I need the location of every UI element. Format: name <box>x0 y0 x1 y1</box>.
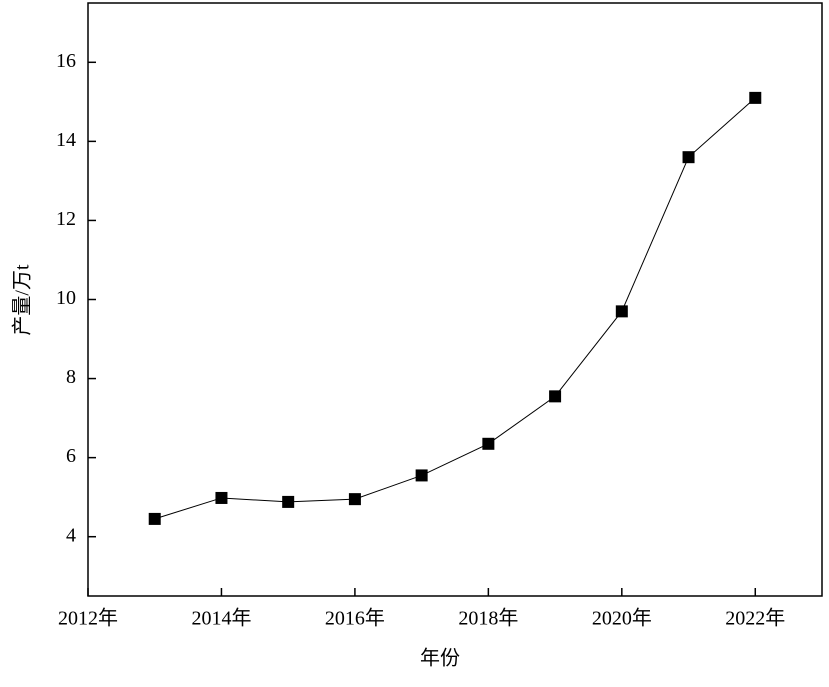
y-tick-label: 16 <box>56 50 76 72</box>
marker <box>682 151 695 164</box>
x-axis-label: 年份 <box>420 647 460 670</box>
line <box>154 97 756 520</box>
x-tick-label: 2022年 <box>725 607 785 630</box>
y-tick-label: 12 <box>56 208 76 230</box>
y-tick-label: 6 <box>66 445 76 467</box>
marker <box>549 390 562 403</box>
y-tick-label: 4 <box>66 524 76 546</box>
x-tick-label: 2012年 <box>58 607 118 630</box>
marker <box>482 437 495 450</box>
marker <box>282 495 295 508</box>
y-tick-label: 14 <box>56 129 76 151</box>
y-tick-label: 8 <box>66 366 76 388</box>
y-tick-label: 10 <box>56 287 76 309</box>
x-tick-label: 2018年 <box>458 607 518 630</box>
y-axis-label: 产量/万t <box>11 264 34 336</box>
x-tick-label: 2014年 <box>191 607 251 630</box>
marker <box>749 91 762 104</box>
marker <box>415 469 428 482</box>
plot-frame <box>87 2 823 597</box>
marker <box>148 512 161 525</box>
x-tick-label: 2020年 <box>592 607 652 630</box>
marker <box>615 305 628 318</box>
x-tick-label: 2016年 <box>325 607 385 630</box>
marker <box>348 493 361 506</box>
marker <box>215 491 228 504</box>
